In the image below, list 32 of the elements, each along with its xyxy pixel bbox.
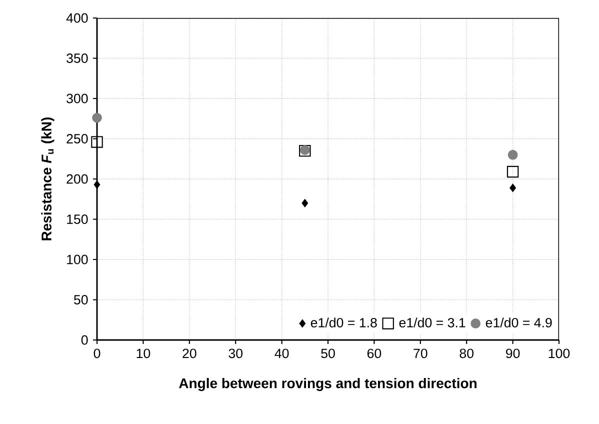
x-tick-label: 80 bbox=[460, 348, 474, 358]
y-tick-label: 350 bbox=[66, 54, 88, 63]
x-tick-label: 0 bbox=[94, 348, 100, 358]
y-tick-label: 0 bbox=[81, 335, 88, 345]
y-tick-label: 400 bbox=[66, 13, 88, 23]
point bbox=[508, 150, 518, 160]
legend-label: e1/d0 = 3.1 bbox=[399, 318, 466, 328]
x-tick-label: 30 bbox=[228, 348, 243, 358]
point bbox=[91, 136, 103, 148]
point bbox=[92, 112, 102, 123]
point bbox=[506, 166, 519, 178]
x-tick-label: 20 bbox=[182, 348, 196, 358]
x-tick-label: 40 bbox=[274, 348, 289, 358]
legend-label: e1/d0 = 4.9 bbox=[486, 318, 552, 328]
y-tick-label: 100 bbox=[67, 254, 88, 264]
y-axis-title: Resistance F$_{u}$ (kN) bbox=[41, 117, 54, 240]
y-tick-label: 300 bbox=[66, 94, 88, 104]
x-tick-label: 90 bbox=[506, 348, 520, 358]
y-tick-label: 250 bbox=[66, 134, 88, 144]
point bbox=[94, 180, 100, 189]
y-tick-label: 200 bbox=[66, 174, 88, 184]
x-tick-label: 60 bbox=[367, 348, 382, 358]
point bbox=[510, 184, 516, 192]
x-tick-label: 70 bbox=[414, 348, 428, 358]
x-tick-label: 100 bbox=[548, 348, 570, 358]
legend-label: e1/d0 = 1.8 bbox=[310, 318, 377, 328]
x-axis-title: Angle between rovings and tension direction bbox=[179, 378, 476, 392]
x-tick-label: 50 bbox=[321, 348, 335, 358]
y-tick-label: 50 bbox=[74, 295, 88, 304]
x-tick-label: 10 bbox=[136, 348, 150, 358]
y-tick-label: 150 bbox=[67, 214, 88, 224]
point bbox=[302, 199, 308, 208]
